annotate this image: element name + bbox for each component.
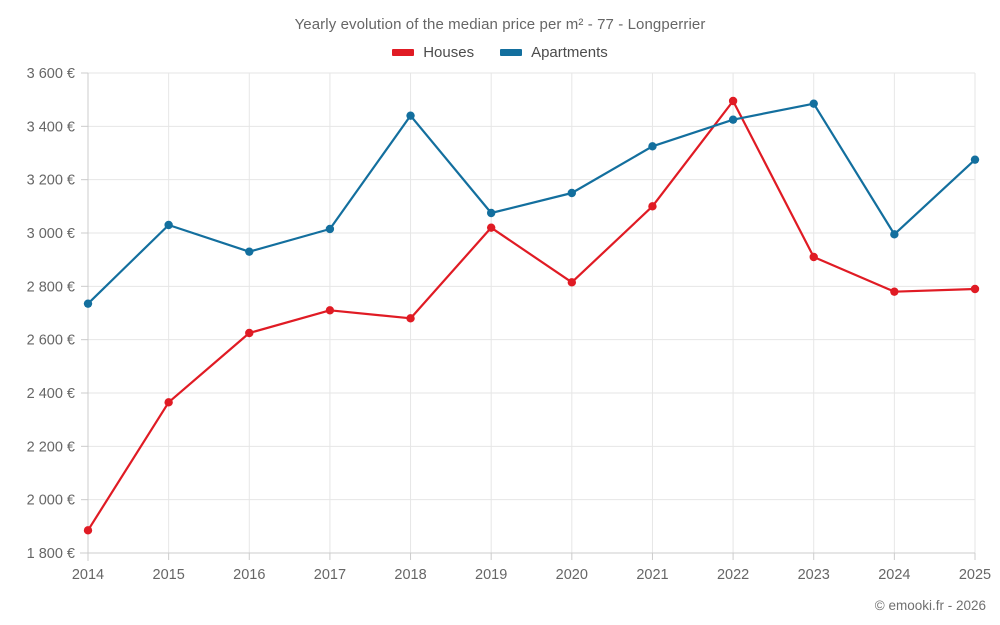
y-axis-tick-label: 1 800 € [27,546,75,562]
chart-legend: Houses Apartments [0,44,1000,61]
data-point-apartments-2024[interactable] [890,230,899,239]
x-axis-tick-label: 2023 [798,567,830,583]
footer-credit: © emooki.fr - 2026 [874,598,986,613]
x-axis-tick-label: 2018 [394,567,426,583]
y-axis-tick-label: 2 400 € [27,386,75,402]
grid-lines [87,72,976,554]
data-point-houses-2024[interactable] [890,287,899,296]
x-axis-tick-label: 2021 [636,567,668,583]
data-point-houses-2018[interactable] [406,314,415,323]
data-point-apartments-2020[interactable] [567,188,577,198]
legend-label-houses: Houses [423,44,475,61]
data-point-apartments-2017[interactable] [325,224,335,234]
x-axis-tick-label: 2025 [959,567,991,583]
x-axis-tick-label: 2020 [556,567,588,583]
data-point-apartments-2023[interactable] [809,99,818,108]
data-series-layer [83,96,980,535]
y-axis-tick-labels: 1 800 € 2 000 € 2 200 € 2 400 € 2 600 € 2 800… [27,66,75,562]
x-axis-tick-labels: 2014 2015 2016 2017 2018 2019 2020 2021 2022 2023… [72,567,991,583]
data-point-houses-2020[interactable] [567,278,577,287]
y-axis-tick-label: 3 600 € [27,66,75,82]
data-point-apartments-2019[interactable] [486,208,496,218]
legend-label-apartments: Apartments [531,44,608,61]
y-axis-tick-label: 3 200 € [27,173,75,189]
data-point-apartments-2018[interactable] [406,111,415,120]
data-point-apartments-2016[interactable] [245,247,254,256]
x-axis-tick-label: 2015 [153,567,185,583]
legend-swatch-apartments [500,49,523,56]
x-axis-tick-label: 2019 [475,567,507,583]
data-point-houses-2023[interactable] [809,252,818,262]
data-point-houses-2021[interactable] [648,202,657,211]
y-axis-tick-label: 2 600 € [27,333,75,349]
x-axis-tick-label: 2024 [878,567,910,583]
data-point-houses-2017[interactable] [325,306,335,315]
series-line-houses [86,99,977,532]
data-point-apartments-2022[interactable] [728,115,738,124]
data-point-houses-2025[interactable] [970,284,980,294]
axis-lines [80,72,976,561]
legend-swatch-houses [392,49,415,56]
data-point-houses-2019[interactable] [486,223,496,232]
y-axis-tick-label: 2 800 € [27,279,75,295]
y-axis-tick-label: 3 400 € [27,119,75,135]
legend-item-apartments[interactable]: Apartments [500,44,608,61]
legend-item-houses[interactable]: Houses [392,44,474,61]
x-axis-tick-label: 2017 [314,567,346,583]
chart-title: Yearly evolution of the median price per… [294,16,706,33]
data-point-houses-2014[interactable] [83,526,93,535]
data-point-houses-2022[interactable] [728,96,738,106]
data-point-houses-2015[interactable] [164,398,173,407]
data-point-apartments-2025[interactable] [970,155,980,164]
x-axis-tick-label: 2014 [72,567,104,583]
x-axis-tick-label: 2016 [233,567,265,583]
x-axis-tick-label: 2022 [717,567,749,583]
data-point-apartments-2015[interactable] [164,220,173,230]
data-point-apartments-2014[interactable] [83,299,93,308]
series-line-apartments [86,102,977,305]
data-point-houses-2016[interactable] [245,328,254,338]
y-axis-tick-label: 2 000 € [27,493,75,509]
y-axis-tick-label: 3 000 € [27,226,75,242]
y-axis-tick-label: 2 200 € [27,439,75,455]
data-point-apartments-2021[interactable] [648,142,657,151]
